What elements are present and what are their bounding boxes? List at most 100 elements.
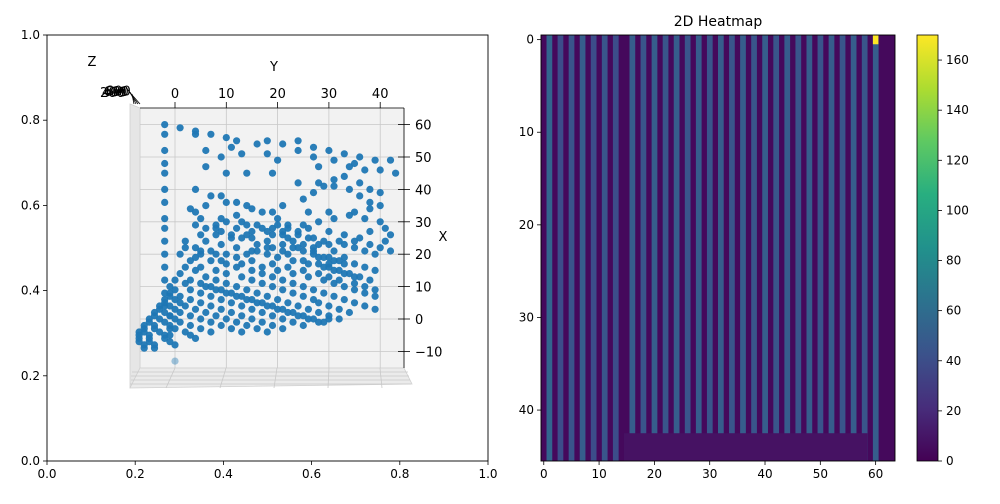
scatter-point [320, 237, 328, 245]
scatter-point [197, 299, 205, 307]
scatter-point [191, 266, 200, 274]
scatter-point [161, 198, 169, 206]
scatter-point [176, 308, 184, 317]
scatter-point [212, 224, 220, 232]
colorbar-tick-label: 60 [946, 304, 961, 318]
scatter-point [191, 244, 200, 252]
scatter-point [217, 305, 225, 313]
scatter-point [289, 270, 297, 278]
scatter-point [361, 215, 369, 223]
scatter-point [233, 292, 241, 300]
scatter-point [299, 283, 307, 291]
x-axis-tick-label: 40 [415, 183, 432, 198]
scatter-point [356, 179, 364, 187]
scatter-point [345, 185, 353, 193]
scatter-point [299, 266, 307, 274]
heatmap-column [861, 35, 868, 461]
scatter-point [356, 273, 364, 281]
scatter-point [294, 146, 302, 155]
scatter-point [248, 247, 256, 255]
scatter-point [320, 253, 328, 261]
scatter-point [335, 237, 343, 245]
scatter-point [166, 302, 174, 310]
z-axis-tick-label: 400 [102, 86, 127, 101]
scatter-point [304, 224, 312, 232]
scatter-point [289, 257, 297, 265]
x-axis-tick-label: 30 [415, 216, 432, 231]
scatter-point [268, 302, 277, 310]
heatmap-column [612, 35, 619, 461]
scatter-point [279, 227, 287, 236]
scatter-point [161, 334, 169, 342]
scatter-point [161, 169, 169, 177]
y-axis-tick-label: 10 [218, 87, 235, 102]
scatter-point [176, 124, 184, 132]
scatter-point [248, 276, 256, 284]
scatter-point [376, 189, 384, 197]
scatter-point [340, 253, 348, 261]
x-axis-tick-label: 10 [415, 281, 432, 296]
heatmap-column [817, 35, 824, 461]
scatter-point [366, 276, 374, 284]
x-axis-label: X [439, 230, 448, 245]
scatter-point [340, 296, 348, 304]
outer-x-tick-label: 0.4 [214, 467, 233, 481]
outer-y-tick-label: 0.0 [21, 454, 40, 468]
scatter-point [366, 185, 374, 193]
scatter-point [243, 286, 251, 294]
scatter-point [222, 198, 230, 206]
scatter-point [268, 321, 277, 330]
colorbar-tick-label: 0 [946, 454, 954, 468]
scatter-point [263, 328, 271, 336]
scatter-point [191, 185, 200, 193]
scatter-point [371, 305, 379, 313]
y-axis-tick-label: 20 [269, 87, 286, 102]
scatter-point [202, 237, 210, 245]
scatter-point [325, 146, 333, 155]
scatter-point [197, 247, 205, 255]
scatter-point [248, 305, 256, 313]
y-axis-tick-label: 40 [372, 87, 389, 102]
scatter-point [238, 260, 246, 268]
heatmap-column [601, 35, 608, 461]
scatter-point [315, 253, 323, 261]
scatter-point [181, 237, 189, 245]
heatmap-column [740, 35, 746, 461]
scatter-point [392, 169, 400, 177]
scatter-point [361, 166, 369, 174]
z-axis-ticks [125, 87, 141, 105]
scatter-point [202, 308, 210, 317]
scatter-point [289, 244, 297, 252]
scatter-point [217, 240, 225, 249]
scatter-point [268, 224, 277, 232]
heatmap-x-ticks: 0 10 20 30 40 50 60 [540, 461, 883, 481]
z-axis-tick-label: 600 [104, 85, 129, 100]
scatter-point [171, 286, 179, 294]
scatter-point [217, 257, 225, 265]
scatter-point [315, 163, 323, 171]
heatmap-column [729, 35, 735, 461]
scatter-point [238, 218, 246, 226]
scatter-point [212, 250, 220, 258]
scatter-point [263, 250, 271, 258]
heatmap-column [718, 35, 724, 461]
scatter-point [238, 234, 246, 242]
scatter-point [145, 318, 153, 326]
scatter-point [161, 237, 169, 245]
scatter-point [366, 205, 374, 213]
scatter-point [258, 318, 266, 326]
scatter-point [268, 208, 277, 216]
scatter-point [284, 308, 292, 317]
scatter-point [207, 292, 215, 300]
scatter-point [330, 247, 338, 255]
heatmap-x-tick-label: 40 [757, 467, 772, 481]
z-axis-tick-label: 200 [100, 86, 125, 101]
scatter-point [299, 221, 307, 229]
scatter-point [304, 273, 312, 281]
scatter-point [350, 273, 359, 281]
scatter-point [191, 130, 200, 138]
scatter-point [248, 205, 256, 213]
scatter-point [350, 260, 359, 268]
heatmap-column [557, 35, 564, 461]
x-axis-tick-label: 50 [415, 151, 432, 166]
